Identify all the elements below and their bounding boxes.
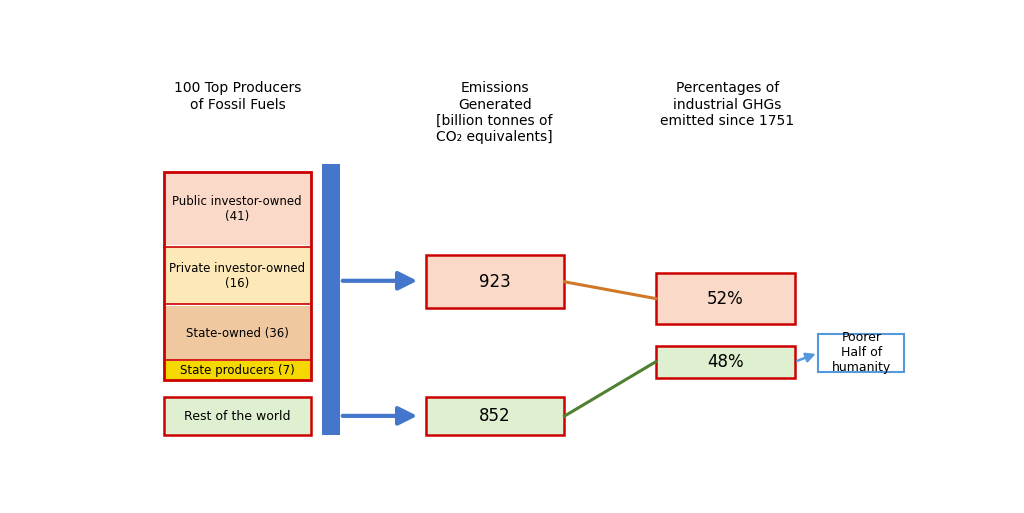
Text: 852: 852: [479, 407, 511, 425]
Text: Percentages of
industrial GHGs
emitted since 1751: Percentages of industrial GHGs emitted s…: [660, 82, 795, 128]
FancyBboxPatch shape: [164, 398, 310, 435]
Text: Public investor-owned
(41): Public investor-owned (41): [172, 195, 302, 223]
FancyBboxPatch shape: [164, 361, 310, 380]
Text: Poorer
Half of
humanity: Poorer Half of humanity: [831, 331, 891, 374]
Text: Private investor-owned
(16): Private investor-owned (16): [169, 262, 305, 290]
FancyBboxPatch shape: [655, 346, 795, 378]
Text: Emissions
Generated
[billion tonnes of
CO₂ equivalents]: Emissions Generated [billion tonnes of C…: [436, 82, 553, 144]
Text: 923: 923: [479, 273, 511, 291]
Text: 48%: 48%: [707, 353, 743, 371]
Text: 52%: 52%: [707, 289, 743, 308]
FancyBboxPatch shape: [164, 172, 310, 245]
Text: Rest of the world: Rest of the world: [184, 409, 291, 423]
FancyBboxPatch shape: [164, 306, 310, 360]
FancyBboxPatch shape: [655, 273, 795, 324]
Text: State producers (7): State producers (7): [180, 364, 295, 377]
Text: 100 Top Producers
of Fossil Fuels: 100 Top Producers of Fossil Fuels: [174, 82, 301, 111]
FancyBboxPatch shape: [323, 164, 340, 435]
FancyBboxPatch shape: [426, 398, 564, 435]
FancyBboxPatch shape: [426, 255, 564, 308]
FancyBboxPatch shape: [818, 334, 904, 371]
FancyBboxPatch shape: [164, 247, 310, 305]
Text: State-owned (36): State-owned (36): [185, 327, 289, 340]
